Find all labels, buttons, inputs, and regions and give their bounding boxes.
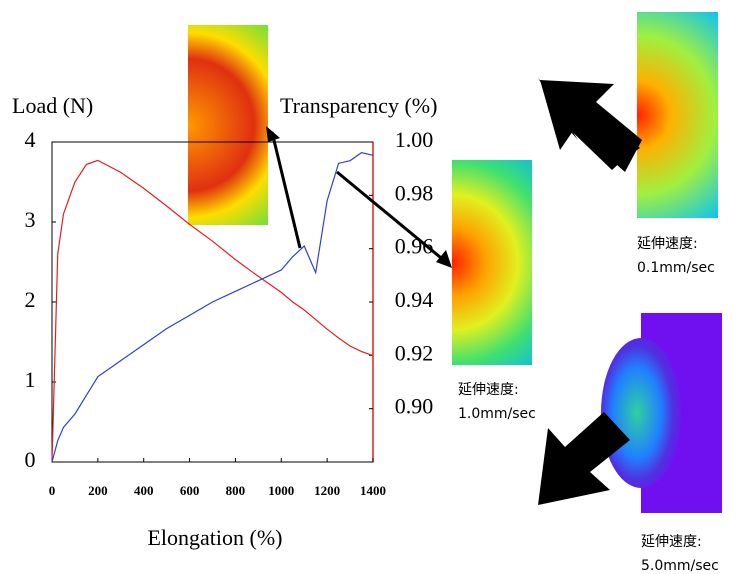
block-arrow — [538, 412, 630, 505]
x-tick-label: 400 — [134, 483, 154, 498]
pointer-arrow — [270, 131, 302, 249]
y-tick-label: 4 — [25, 127, 36, 152]
x-tick-label: 1200 — [314, 483, 340, 498]
data-line — [51, 152, 374, 463]
x-axis-label: Elongation (%) — [147, 525, 282, 550]
y2-tick-label: 0.94 — [395, 287, 434, 312]
arrow-head — [266, 126, 280, 142]
annotation: 延伸速度: — [641, 534, 702, 550]
x-tick-label: 1400 — [360, 483, 386, 498]
heatmap-image — [637, 12, 718, 218]
annotation: 延伸速度: — [458, 382, 519, 398]
x-tick-label: 800 — [226, 483, 246, 498]
x-tick-label: 600 — [180, 483, 200, 498]
heatmap-image — [452, 160, 532, 365]
heatmap-image — [188, 25, 268, 225]
x-tick-label: 200 — [88, 483, 108, 498]
block-arrow — [540, 80, 642, 172]
annotation: 延伸速度: — [637, 236, 698, 252]
y2-tick-label: 0.92 — [395, 340, 434, 365]
data-line — [51, 159, 374, 463]
heatmap-pattern — [601, 338, 681, 488]
x-tick-label: 1000 — [268, 483, 294, 498]
y2-axis-label: Transparency (%) — [280, 93, 437, 118]
annotation: 0.1mm/sec — [637, 260, 715, 276]
pointer-arrow — [336, 170, 447, 264]
y2-tick-label: 0.90 — [395, 394, 434, 419]
y-tick-label: 0 — [25, 447, 36, 472]
y-axis-label: Load (N) — [12, 93, 93, 118]
y2-tick-label: 1.00 — [395, 127, 434, 152]
y-tick-label: 2 — [25, 287, 36, 312]
annotation: 1.0mm/sec — [458, 406, 536, 422]
y-tick-label: 3 — [25, 207, 36, 232]
y-tick-label: 1 — [25, 367, 36, 392]
arrow-head — [436, 250, 452, 268]
y2-tick-label: 0.98 — [395, 180, 434, 205]
x-tick-label: 0 — [49, 483, 56, 498]
annotation: 5.0mm/sec — [641, 558, 719, 574]
